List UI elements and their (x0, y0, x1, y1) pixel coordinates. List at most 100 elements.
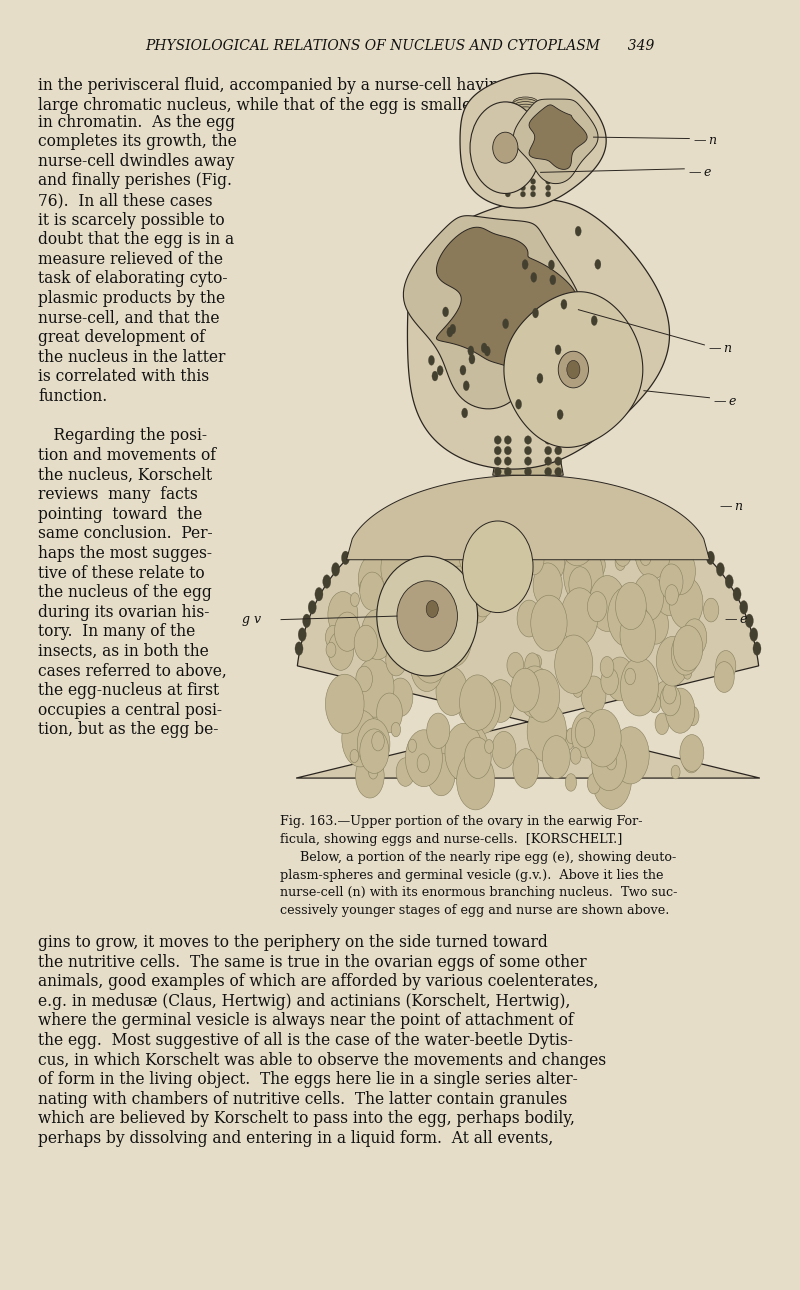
Ellipse shape (354, 626, 378, 660)
Ellipse shape (359, 580, 370, 596)
Ellipse shape (554, 446, 562, 455)
Text: haps the most sugges-: haps the most sugges- (38, 544, 213, 562)
Ellipse shape (466, 586, 490, 623)
Ellipse shape (527, 702, 566, 762)
Ellipse shape (484, 346, 490, 356)
Ellipse shape (598, 486, 606, 499)
Ellipse shape (438, 608, 446, 622)
Ellipse shape (595, 259, 601, 270)
Text: — n: — n (710, 342, 733, 355)
Ellipse shape (537, 373, 543, 383)
Ellipse shape (506, 191, 510, 197)
Text: nurse-cell, and that the: nurse-cell, and that the (38, 310, 220, 326)
Ellipse shape (570, 748, 581, 764)
Ellipse shape (529, 606, 538, 622)
Ellipse shape (620, 608, 655, 662)
Ellipse shape (587, 592, 607, 622)
Ellipse shape (482, 479, 490, 493)
Ellipse shape (589, 575, 626, 631)
Text: where the germinal vesicle is always near the point of attachment of: where the germinal vesicle is always nea… (38, 1013, 574, 1029)
Ellipse shape (606, 657, 634, 700)
Text: function.: function. (38, 388, 108, 405)
Ellipse shape (696, 541, 704, 553)
Ellipse shape (360, 571, 385, 610)
Ellipse shape (494, 467, 502, 476)
Ellipse shape (566, 728, 577, 744)
Ellipse shape (630, 497, 638, 511)
Ellipse shape (658, 512, 666, 525)
Ellipse shape (373, 685, 393, 716)
Ellipse shape (682, 744, 701, 773)
Ellipse shape (419, 628, 437, 655)
Ellipse shape (397, 580, 458, 651)
Text: of form in the living object.  The eggs here lie in a single series alter-: of form in the living object. The eggs h… (38, 1071, 578, 1089)
Ellipse shape (703, 599, 718, 622)
Ellipse shape (397, 564, 414, 590)
Ellipse shape (536, 491, 566, 538)
Ellipse shape (606, 582, 623, 608)
Ellipse shape (463, 381, 470, 391)
Ellipse shape (581, 676, 606, 715)
Ellipse shape (614, 541, 631, 566)
Ellipse shape (322, 575, 330, 588)
Ellipse shape (570, 595, 579, 609)
Ellipse shape (315, 587, 323, 601)
Text: reviews  many  facts: reviews many facts (38, 486, 198, 503)
Ellipse shape (458, 684, 483, 724)
Ellipse shape (420, 645, 432, 664)
Text: cus, in which Korschelt was able to observe the movements and changes: cus, in which Korschelt was able to obse… (38, 1051, 606, 1068)
Ellipse shape (592, 738, 626, 791)
Ellipse shape (409, 568, 425, 592)
Ellipse shape (621, 658, 658, 716)
Ellipse shape (434, 734, 464, 780)
Ellipse shape (408, 739, 417, 752)
Text: — n: — n (719, 501, 742, 513)
Ellipse shape (716, 562, 725, 577)
Ellipse shape (733, 587, 741, 601)
Ellipse shape (533, 308, 538, 317)
Ellipse shape (555, 344, 561, 355)
Ellipse shape (326, 642, 336, 658)
Ellipse shape (561, 588, 598, 645)
Ellipse shape (525, 653, 540, 676)
Ellipse shape (450, 486, 458, 499)
Ellipse shape (494, 436, 502, 444)
Polygon shape (514, 99, 598, 183)
Text: nurse-cell dwindles away: nurse-cell dwindles away (38, 152, 234, 170)
Text: completes its growth, the: completes its growth, the (38, 133, 237, 150)
Ellipse shape (355, 658, 394, 717)
Text: plasm-spheres and germinal vesicle (‪g.v.‪).  Above it lies the: plasm-spheres and germinal vesicle (‪g.v… (280, 868, 663, 881)
Ellipse shape (458, 599, 478, 631)
Ellipse shape (671, 765, 680, 779)
Ellipse shape (486, 680, 514, 722)
Ellipse shape (429, 356, 434, 365)
Ellipse shape (410, 749, 427, 777)
Ellipse shape (683, 666, 692, 680)
Ellipse shape (513, 107, 538, 119)
Text: large chromatic nucleus, while that of the egg is smaller and poorer: large chromatic nucleus, while that of t… (38, 97, 570, 114)
Ellipse shape (587, 774, 601, 793)
Ellipse shape (328, 631, 354, 671)
Ellipse shape (493, 132, 518, 164)
Ellipse shape (377, 520, 385, 534)
Ellipse shape (381, 542, 415, 595)
Ellipse shape (388, 679, 413, 716)
Ellipse shape (450, 534, 459, 548)
Ellipse shape (517, 600, 541, 637)
Ellipse shape (714, 662, 734, 693)
Ellipse shape (582, 481, 590, 495)
Ellipse shape (546, 184, 550, 191)
Ellipse shape (569, 566, 591, 601)
Ellipse shape (564, 546, 603, 606)
Ellipse shape (746, 614, 754, 627)
Ellipse shape (625, 668, 635, 685)
Ellipse shape (525, 446, 531, 455)
Ellipse shape (334, 611, 360, 651)
Ellipse shape (615, 555, 626, 570)
Ellipse shape (436, 667, 467, 716)
Text: during its ovarian his-: during its ovarian his- (38, 604, 210, 620)
Ellipse shape (302, 614, 310, 627)
Text: Below, a portion of the nearly ripe egg (‪e‪), showing deuto-: Below, a portion of the nearly ripe egg … (280, 851, 676, 864)
Ellipse shape (417, 753, 430, 773)
Ellipse shape (434, 610, 472, 667)
